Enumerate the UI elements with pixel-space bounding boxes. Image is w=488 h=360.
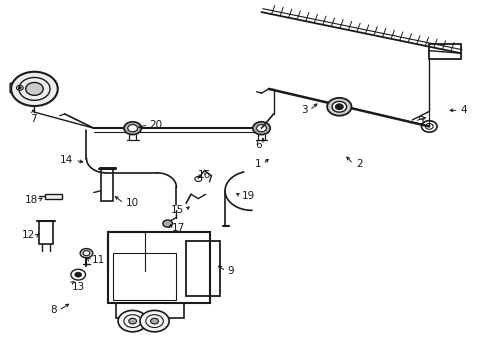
Circle shape bbox=[256, 125, 266, 132]
Bar bbox=[116, 302, 183, 318]
Bar bbox=[186, 241, 220, 296]
Bar bbox=[108, 232, 210, 303]
Bar bbox=[428, 44, 460, 59]
Text: 17: 17 bbox=[171, 223, 184, 233]
Text: 11: 11 bbox=[91, 255, 104, 265]
Text: 2: 2 bbox=[356, 159, 362, 169]
Circle shape bbox=[26, 82, 43, 95]
Text: 1: 1 bbox=[254, 159, 261, 169]
Bar bbox=[39, 221, 53, 244]
Circle shape bbox=[123, 122, 141, 135]
Text: 12: 12 bbox=[22, 230, 35, 240]
Text: 8: 8 bbox=[51, 305, 57, 315]
Circle shape bbox=[11, 72, 58, 106]
Text: 5: 5 bbox=[416, 116, 423, 126]
Text: 4: 4 bbox=[460, 105, 467, 115]
Text: 13: 13 bbox=[72, 282, 85, 292]
Circle shape bbox=[326, 98, 351, 116]
Bar bbox=[45, 194, 62, 199]
Circle shape bbox=[80, 249, 93, 258]
Text: 14: 14 bbox=[60, 156, 73, 165]
Circle shape bbox=[335, 104, 343, 110]
Circle shape bbox=[118, 310, 147, 332]
Circle shape bbox=[127, 125, 137, 132]
Circle shape bbox=[140, 310, 169, 332]
Circle shape bbox=[83, 251, 90, 256]
Text: 3: 3 bbox=[301, 105, 307, 115]
Circle shape bbox=[128, 318, 136, 324]
Text: 9: 9 bbox=[227, 266, 234, 276]
Circle shape bbox=[252, 122, 270, 135]
Text: 18: 18 bbox=[24, 195, 38, 204]
Text: 19: 19 bbox=[242, 191, 255, 201]
Text: 6: 6 bbox=[254, 140, 261, 150]
Text: 16: 16 bbox=[198, 170, 211, 180]
Circle shape bbox=[19, 87, 21, 89]
Text: 20: 20 bbox=[149, 120, 163, 130]
Bar bbox=[101, 169, 113, 202]
Circle shape bbox=[331, 102, 346, 112]
Circle shape bbox=[163, 220, 172, 227]
Bar bbox=[113, 253, 176, 300]
Circle shape bbox=[75, 272, 81, 277]
Circle shape bbox=[150, 318, 158, 324]
Text: 15: 15 bbox=[170, 205, 183, 215]
Text: 7: 7 bbox=[30, 114, 36, 124]
Text: 10: 10 bbox=[125, 198, 138, 208]
